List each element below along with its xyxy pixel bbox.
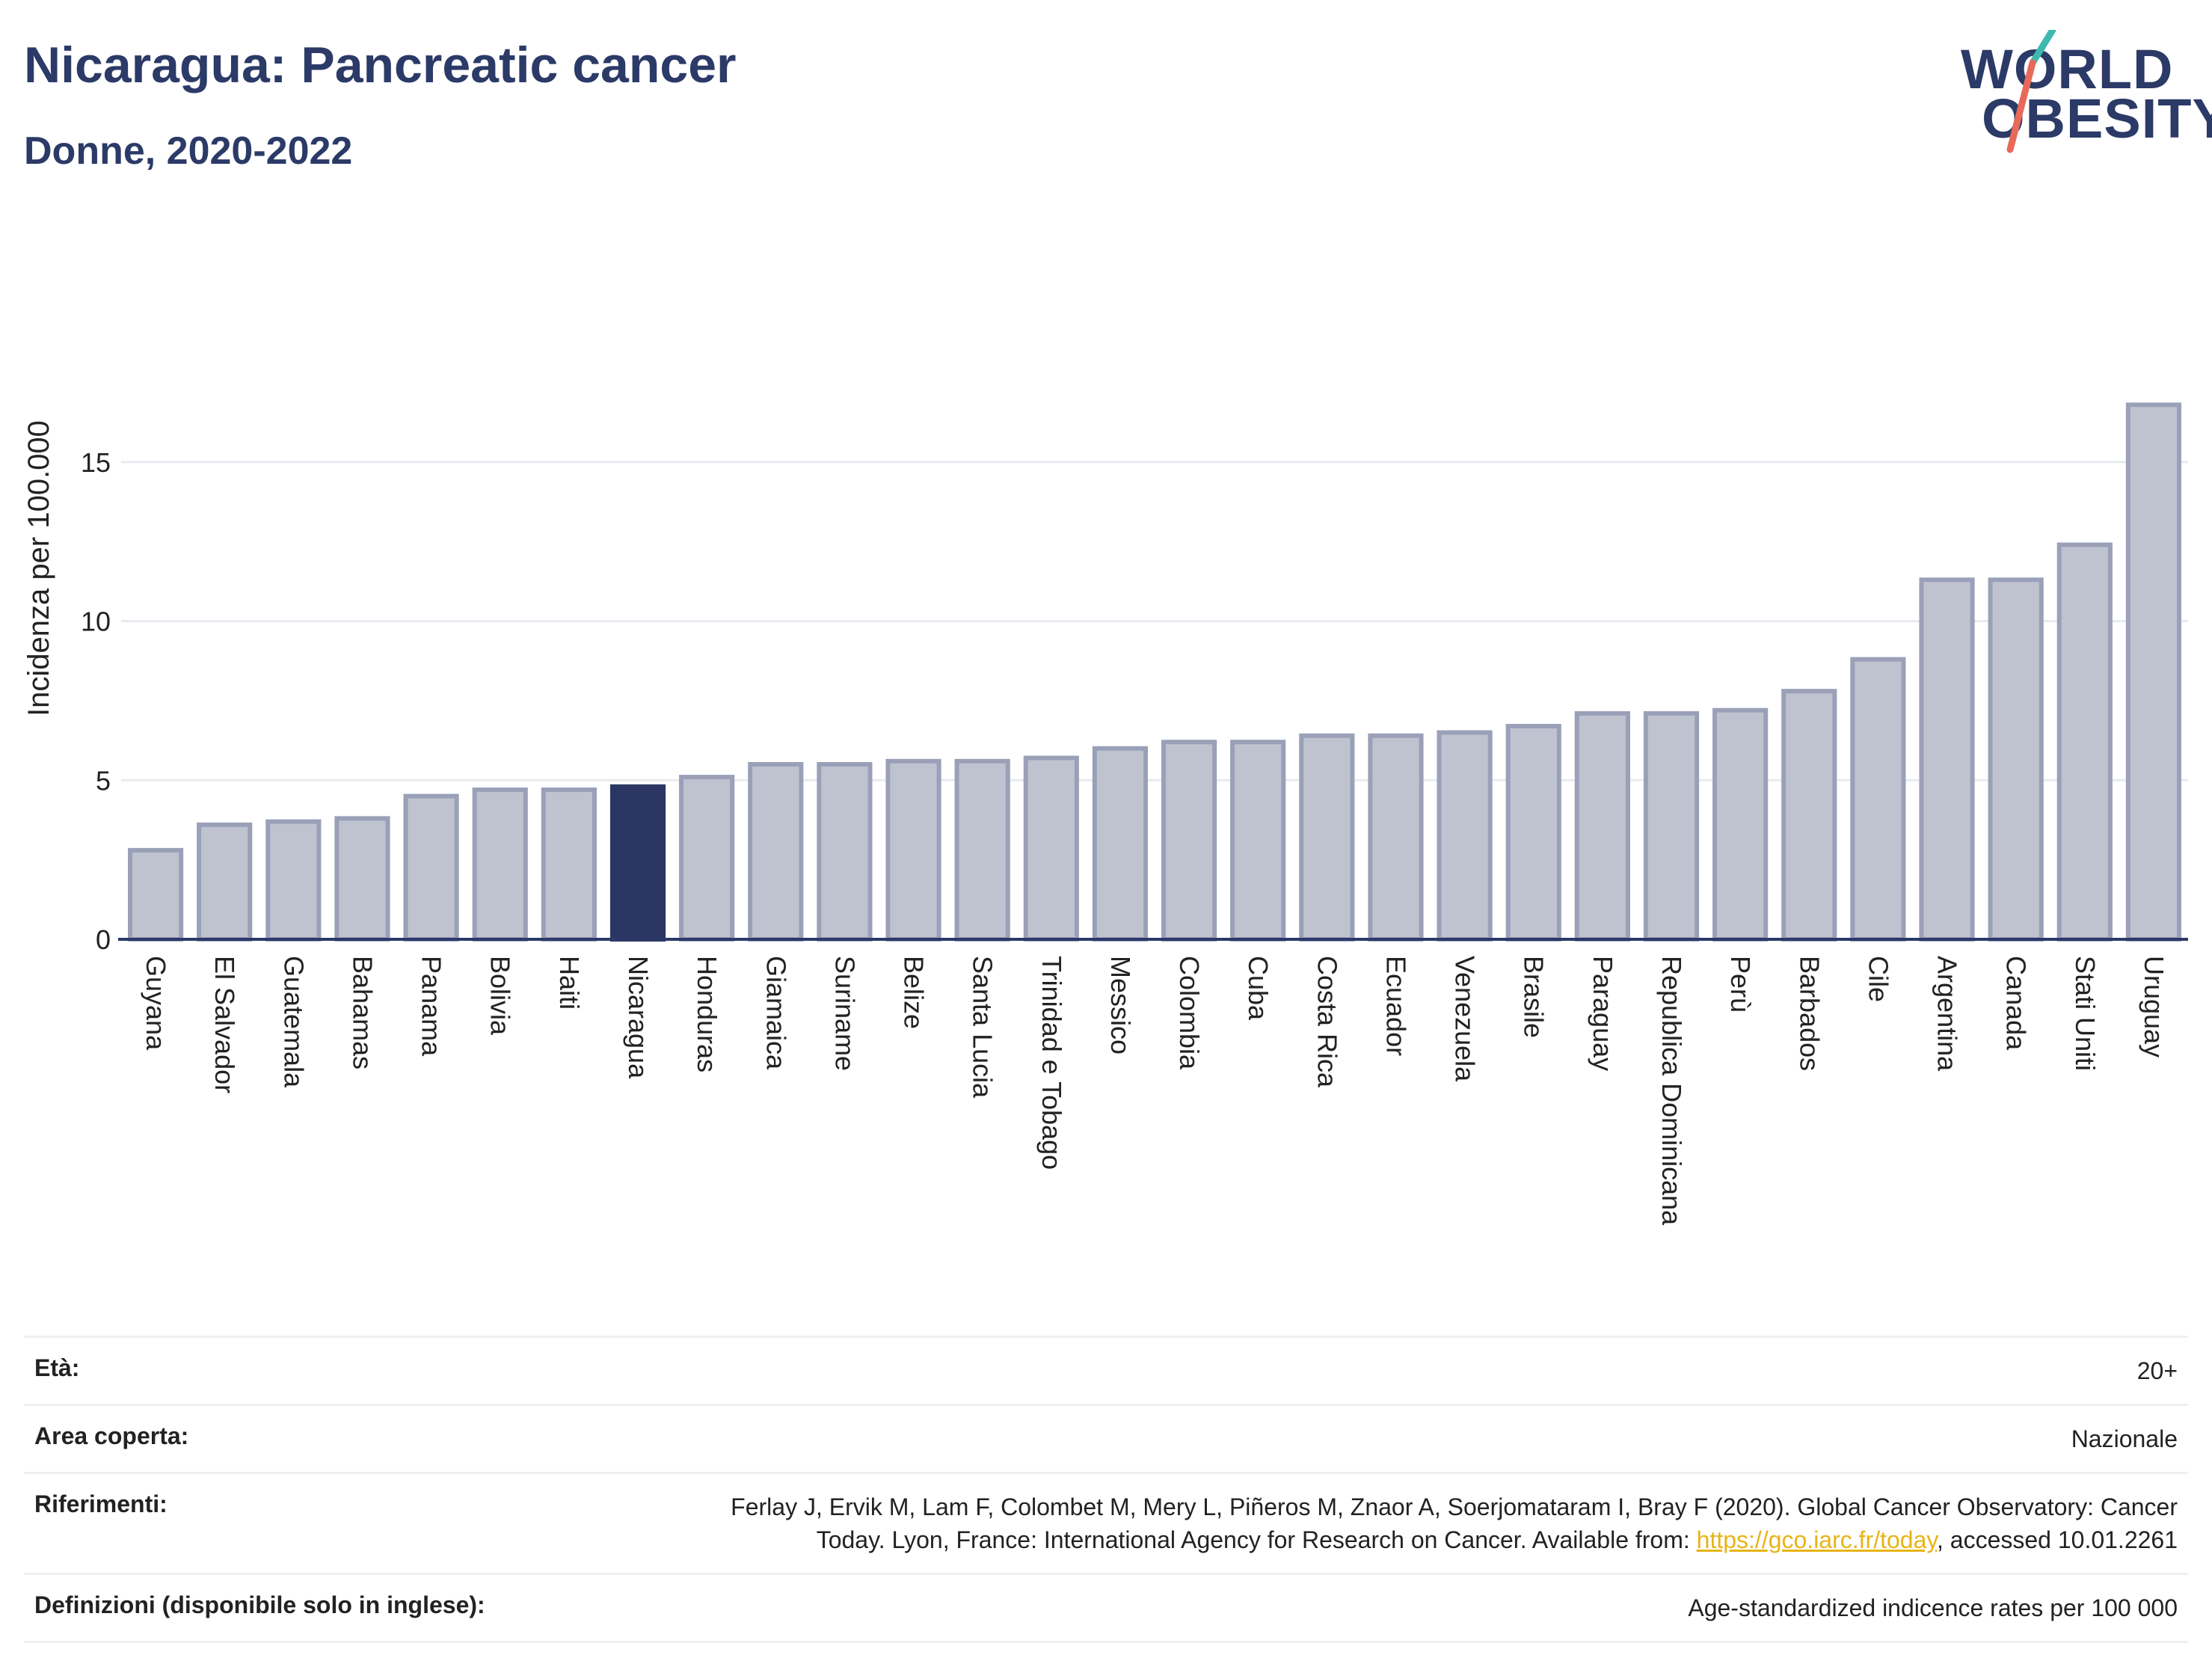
- bar-panama: [403, 793, 459, 942]
- x-tick-label: Costa Rica: [1312, 956, 1342, 1088]
- meta-age-value: 20+: [2136, 1357, 2178, 1384]
- world-obesity-logo: WORLD OBESITY: [1952, 30, 2212, 157]
- meta-age-label: Età:: [34, 1354, 80, 1381]
- bar-belize: [885, 758, 941, 942]
- x-tick-label: Panama: [417, 956, 447, 1057]
- reference-line-2: Today. Lyon, France: International Agenc…: [816, 1526, 1697, 1553]
- bar-cile: [1850, 657, 1906, 942]
- bar-stati-uniti: [2056, 542, 2113, 942]
- reference-accessed: , accessed 10.01.2261: [1936, 1526, 2178, 1553]
- bar-suriname: [817, 762, 873, 942]
- x-tick-label: Barbados: [1794, 956, 1825, 1071]
- bar-cuba: [1230, 740, 1286, 942]
- bar-argentina: [1919, 577, 1975, 942]
- x-tick-label: Argentina: [1932, 956, 1963, 1072]
- meta-area-value: Nazionale: [2071, 1425, 2178, 1452]
- meta-row-area: Area coperta: Nazionale: [24, 1404, 2188, 1472]
- meta-row-references: Riferimenti: Ferlay J, Ervik M, Lam F, C…: [24, 1472, 2188, 1573]
- x-tick-label: Cile: [1863, 956, 1893, 1002]
- x-tick-label: Messico: [1105, 956, 1136, 1054]
- bar-el-salvador: [197, 822, 253, 942]
- bar-guatemala: [265, 819, 322, 942]
- meta-references-value: Ferlay J, Ervik M, Lam F, Colombet M, Me…: [731, 1490, 2178, 1556]
- x-tick-label: Honduras: [692, 956, 722, 1072]
- x-tick-label: Trinidad e Tobago: [1036, 956, 1067, 1170]
- y-tick-label: 10: [81, 607, 111, 637]
- bar-honduras: [679, 775, 735, 942]
- x-tick-label: Uruguay: [2139, 956, 2169, 1057]
- meta-definitions-value: Age-standardized indicence rates per 100…: [1688, 1594, 2178, 1621]
- reference-link[interactable]: https://gco.iarc.fr/today: [1696, 1526, 1937, 1553]
- x-tick-label: Republica Dominicana: [1656, 956, 1687, 1226]
- gridlines: [121, 461, 2188, 782]
- x-tick-label: Ecuador: [1380, 956, 1411, 1056]
- bars: [127, 402, 2182, 942]
- x-tick-label: Perù: [1725, 956, 1756, 1013]
- x-tick-label: Suriname: [829, 956, 860, 1071]
- x-tick-label: Brasile: [1519, 956, 1549, 1038]
- bar-per-: [1712, 707, 1769, 942]
- x-tick-label: Santa Lucia: [968, 956, 998, 1099]
- y-tick-labels: 0 5 10 15: [81, 447, 111, 955]
- bar-santa-lucia: [954, 758, 1010, 942]
- chart-title: Nicaragua: Pancreatic cancer: [24, 37, 737, 93]
- bar-bahamas: [334, 816, 390, 942]
- meta-row-age: Età: 20+: [24, 1336, 2188, 1404]
- bar-bolivia: [472, 787, 528, 942]
- bar-paraguay: [1574, 710, 1630, 942]
- bar-republica-dominicana: [1643, 710, 1700, 942]
- meta-area-label: Area coperta:: [34, 1422, 189, 1449]
- bar-chart: 0 5 10 15 Guyana El Salvador Guatemala Bahamas…: [81, 402, 2188, 1226]
- bar-messico: [1092, 746, 1149, 942]
- x-tick-label: Cuba: [1243, 956, 1274, 1021]
- bar-trinidad-e-tobago: [1023, 755, 1079, 942]
- x-tick-label: Bolivia: [485, 956, 516, 1036]
- bar-giamaica: [748, 762, 804, 942]
- bar-canada: [1988, 577, 2044, 942]
- chart-subtitle: Donne, 2020-2022: [24, 129, 353, 173]
- x-tick-label: Venezuela: [1450, 956, 1481, 1082]
- bar-ecuador: [1368, 733, 1424, 942]
- bar-colombia: [1161, 740, 1217, 942]
- x-tick-label: Colombia: [1174, 956, 1205, 1070]
- x-tick-label: Belize: [899, 956, 930, 1029]
- x-tick-label: El Salvador: [209, 956, 240, 1093]
- bar-barbados: [1781, 689, 1837, 942]
- x-tick-labels: Guyana El Salvador Guatemala Bahamas Panama B…: [141, 956, 2169, 1226]
- x-tick-label: Guatemala: [278, 956, 309, 1088]
- bar-haiti: [541, 787, 597, 942]
- reference-line-1: Ferlay J, Ervik M, Lam F, Colombet M, Me…: [731, 1493, 2178, 1520]
- x-tick-label: Stati Uniti: [2070, 956, 2101, 1071]
- bar-venezuela: [1437, 730, 1493, 942]
- meta-row-definitions: Definizioni (disponibile solo in inglese…: [24, 1573, 2188, 1643]
- y-tick-label: 5: [96, 765, 111, 796]
- x-tick-label: Haiti: [554, 956, 585, 1010]
- meta-references-label: Riferimenti:: [34, 1490, 168, 1517]
- logo-line-1: WORLD: [1961, 38, 2174, 100]
- x-tick-label: Guyana: [141, 956, 171, 1051]
- y-tick-label: 15: [81, 447, 111, 478]
- logo-slash-icon: [2006, 30, 2056, 153]
- bar-uruguay: [2125, 402, 2182, 942]
- metadata-table: Età: 20+ Area coperta: Nazionale Riferim…: [24, 1336, 2188, 1643]
- x-tick-label: Canada: [2001, 956, 2032, 1051]
- x-tick-label: Bahamas: [347, 956, 378, 1069]
- bar-nicaragua: [609, 784, 666, 942]
- bar-guyana: [127, 847, 184, 942]
- bar-costa-rica: [1299, 733, 1355, 942]
- x-tick-label: Paraguay: [1588, 956, 1618, 1071]
- x-tick-label: Nicaragua: [623, 956, 654, 1079]
- y-tick-label: 0: [96, 924, 111, 955]
- meta-definitions-label: Definizioni (disponibile solo in inglese…: [34, 1591, 485, 1618]
- bar-brasile: [1505, 723, 1561, 942]
- x-tick-label: Giamaica: [761, 956, 791, 1070]
